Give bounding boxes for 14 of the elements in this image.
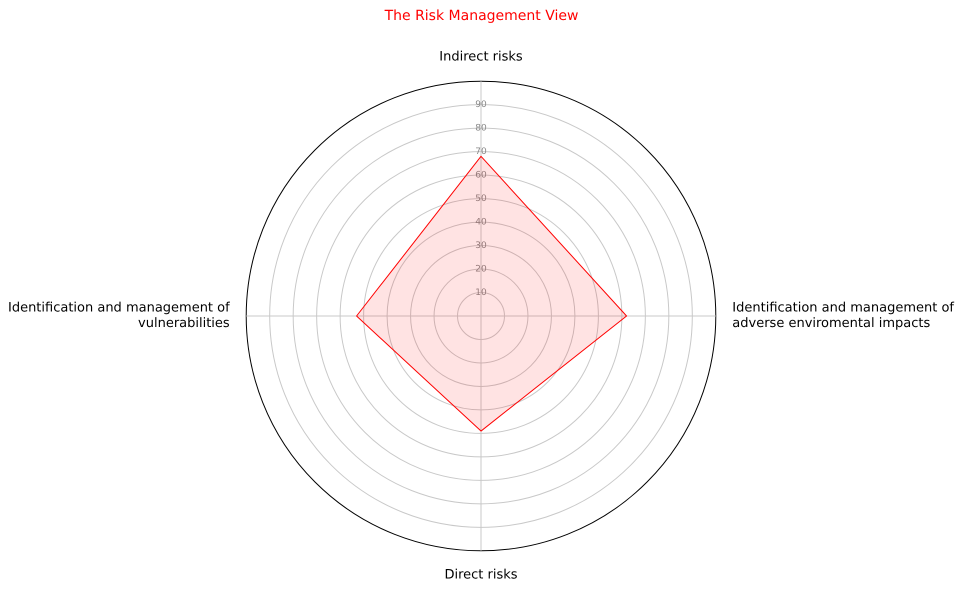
chart-title: The Risk Management View xyxy=(384,8,578,24)
y-tick-label: 40 xyxy=(475,217,487,228)
y-tick-label: 70 xyxy=(475,146,487,157)
y-tick-label: 30 xyxy=(475,240,487,251)
y-tick-label: 20 xyxy=(475,264,487,274)
y-tick-label: 80 xyxy=(475,124,487,134)
y-tick-label: 90 xyxy=(475,100,487,110)
y-tick-label: 10 xyxy=(475,288,487,298)
spoke-label: Identification and management of adverse enviromental impacts xyxy=(732,300,954,332)
spoke-label: Direct risks xyxy=(444,567,518,582)
y-tick-label: 60 xyxy=(475,170,487,180)
spoke-label: Indirect risks xyxy=(439,49,523,64)
y-tick-label: 50 xyxy=(475,194,487,204)
spoke-label: Identification and management of vulnerabilities xyxy=(8,300,230,332)
